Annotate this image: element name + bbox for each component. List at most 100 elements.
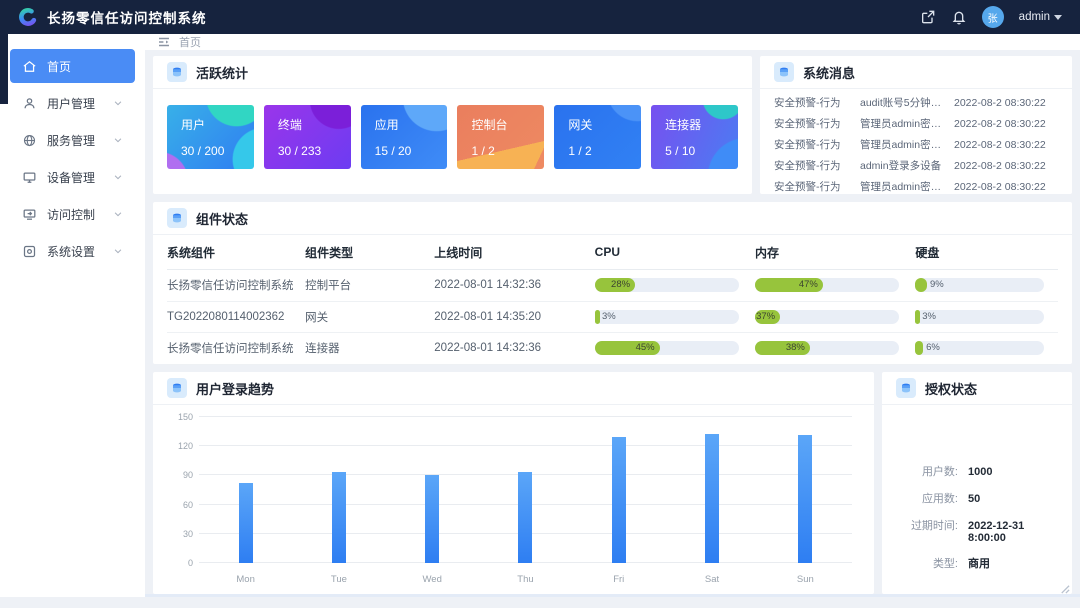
bell-icon[interactable] [951, 9, 967, 25]
bar-slot [572, 417, 665, 563]
bar [798, 434, 813, 563]
breadcrumb-home[interactable]: 首页 [179, 37, 201, 49]
active-stats-title: 活跃统计 [196, 65, 249, 81]
table-row: TG2022080114002362 网关 2022-08-01 14:35:20 3… [167, 302, 1058, 333]
sidebar-item-device[interactable]: 设备管理 [10, 160, 135, 194]
progress-fill: 17.37% [755, 309, 781, 324]
online-time: 2022-08-01 14:32:36 [434, 342, 542, 355]
sidebar-item-label: 设备管理 [47, 170, 96, 185]
resize-handle[interactable] [1059, 581, 1070, 594]
footer-strip [145, 594, 1080, 597]
x-axis-label: Wed [422, 574, 442, 585]
stat-card-apps: 应用 15 / 20 [361, 105, 448, 169]
database-icon [167, 62, 187, 82]
sidebar-item-access[interactable]: 访问控制 [10, 197, 135, 231]
progress-track: 9% [915, 278, 1044, 293]
user-name: admin [1018, 11, 1050, 23]
progress-label: 9% [929, 279, 944, 291]
sidebar-item-home[interactable]: 首页 [10, 49, 135, 83]
chevron-down-icon [113, 98, 123, 108]
y-axis-tick: 30 [182, 528, 193, 539]
progress-cell: 17.37% [755, 309, 915, 324]
y-axis-tick: 90 [182, 470, 193, 481]
sidebar-item-settings[interactable]: 系统设置 [10, 234, 135, 268]
license-status-panel: 授权状态 用户数: 1000 应用数: 50 过期时间: 2022-12-31 8:00:… [882, 372, 1072, 594]
column-header: 组件类型 [305, 245, 354, 260]
collapse-menu-icon[interactable] [157, 35, 171, 49]
service-icon [22, 133, 37, 148]
database-icon [774, 62, 794, 82]
x-axis-label: Sat [704, 574, 720, 585]
license-field: 类型: 商用 [882, 555, 1058, 571]
stat-card-label: 终端 [277, 118, 302, 132]
license-field: 过期时间: 2022-12-31 8:00:00 [882, 517, 1058, 544]
online-time: 2022-08-01 14:35:20 [434, 310, 542, 323]
share-icon[interactable] [920, 9, 936, 25]
message-text: 管理员admin密码重置 [860, 181, 954, 193]
progress-track: 28% [594, 278, 739, 293]
progress-label: 17.37% [755, 310, 776, 322]
table-row: 长扬零信任访问控制系统 连接器 2022-08-01 14:32:36 45% 38% 6… [167, 333, 1058, 365]
app-title: 长扬零信任访问控制系统 [47, 11, 207, 26]
bar [238, 483, 253, 563]
progress-track: 47% [755, 278, 900, 293]
progress-cell: 47% [755, 278, 915, 293]
sidebar: 首页用户管理 服务管理设备管理访问控制 系统设置 [0, 34, 145, 597]
progress-cell: 28% [594, 278, 755, 293]
bar-slot [292, 417, 385, 563]
column-header: 上线时间 [434, 245, 483, 260]
x-axis-label: Fri [613, 574, 625, 585]
bar-slot [665, 417, 758, 563]
login-trend-panel: 用户登录趋势 0 30 60 90 120 150 Mon Tue Wed Thu Fri Sat S… [153, 372, 874, 594]
progress-label: 38% [785, 342, 805, 354]
sidebar-item-user[interactable]: 用户管理 [10, 86, 135, 120]
bar-slot [759, 417, 852, 563]
x-axis-label: Thu [517, 574, 534, 585]
component-name: 长扬零信任访问控制系统 [167, 343, 294, 356]
license-value: 1000 [968, 466, 993, 478]
progress-fill: 28% [594, 278, 636, 293]
progress-fill [915, 278, 927, 293]
sidebar-item-service[interactable]: 服务管理 [10, 123, 135, 157]
column-header: CPU [594, 245, 620, 259]
component-type: 控制平台 [305, 280, 352, 293]
progress-label: 3% [601, 310, 616, 322]
progress-label: 47% [798, 279, 818, 291]
stat-card-gateway: 网关 1 / 2 [554, 105, 642, 169]
progress-track: 38% [755, 341, 900, 356]
progress-track: 45% [594, 341, 739, 356]
login-trend-chart: 0 30 60 90 120 150 Mon Tue Wed Thu Fri Sat Sun [153, 405, 874, 593]
license-field: 用户数: 1000 [882, 463, 1058, 479]
app-logo-icon [18, 7, 38, 27]
avatar[interactable]: 张 [981, 6, 1004, 28]
stat-card-value: 1 / 2 [471, 144, 495, 158]
message-text: 管理员admin密码重置 [860, 139, 954, 151]
progress-fill: 47% [755, 278, 823, 293]
user-menu[interactable]: admin [1019, 11, 1062, 23]
chevron-down-icon [113, 209, 123, 219]
chevron-down-icon [113, 135, 123, 145]
x-axis-label: Sun [796, 574, 814, 585]
progress-cell: 45% [594, 341, 755, 356]
message-time: 2022-08-2 08:30:22 [954, 117, 1046, 130]
progress-cell: 3% [915, 309, 1058, 324]
license-status-title: 授权状态 [925, 381, 978, 397]
stat-card-value: 30 / 233 [277, 144, 322, 158]
component-name: 长扬零信任访问控制系统 [167, 280, 294, 293]
top-navbar: 长扬零信任访问控制系统 张 admin [0, 0, 1080, 34]
home-icon [22, 59, 37, 74]
stat-card-terminals: 终端 30 / 233 [264, 105, 351, 169]
online-time: 2022-08-01 14:32:36 [434, 279, 542, 292]
license-value: 商用 [968, 558, 990, 570]
database-icon [167, 208, 187, 228]
bar [425, 475, 440, 563]
component-type: 连接器 [305, 343, 340, 356]
component-name: TG2022080114002362 [167, 310, 285, 323]
stat-card-value: 5 / 10 [665, 144, 696, 158]
license-label: 类型: [932, 558, 958, 570]
license-field: 应用数: 50 [882, 490, 1058, 506]
message-type: 安全预警-行为 [774, 97, 841, 109]
bar [705, 433, 720, 563]
sidebar-item-label: 首页 [47, 59, 72, 74]
bar-slot [199, 417, 292, 563]
